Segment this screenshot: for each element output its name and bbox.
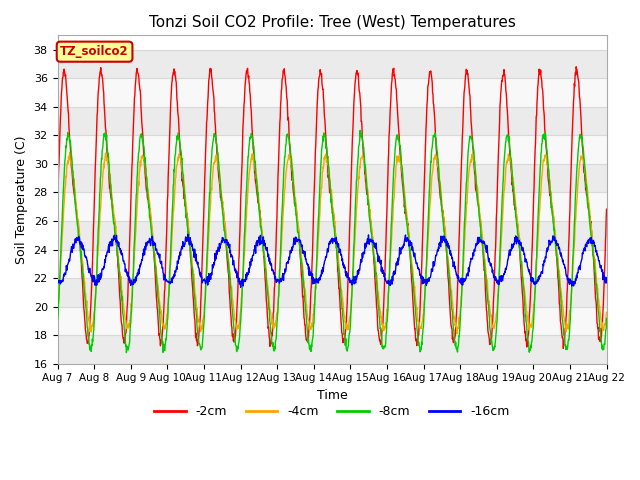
Legend: -2cm, -4cm, -8cm, -16cm: -2cm, -4cm, -8cm, -16cm <box>149 400 515 423</box>
Bar <box>58 164 607 192</box>
Bar <box>58 78 607 107</box>
Bar <box>58 335 607 364</box>
Y-axis label: Soil Temperature (C): Soil Temperature (C) <box>15 135 28 264</box>
Bar <box>58 278 607 307</box>
Bar <box>58 250 607 278</box>
Bar <box>58 107 607 135</box>
Bar <box>58 135 607 164</box>
Text: TZ_soilco2: TZ_soilco2 <box>60 45 129 58</box>
X-axis label: Time: Time <box>317 389 348 402</box>
Bar <box>58 192 607 221</box>
Bar <box>58 307 607 335</box>
Bar <box>58 221 607 250</box>
Bar <box>58 49 607 78</box>
Title: Tonzi Soil CO2 Profile: Tree (West) Temperatures: Tonzi Soil CO2 Profile: Tree (West) Temp… <box>148 15 515 30</box>
